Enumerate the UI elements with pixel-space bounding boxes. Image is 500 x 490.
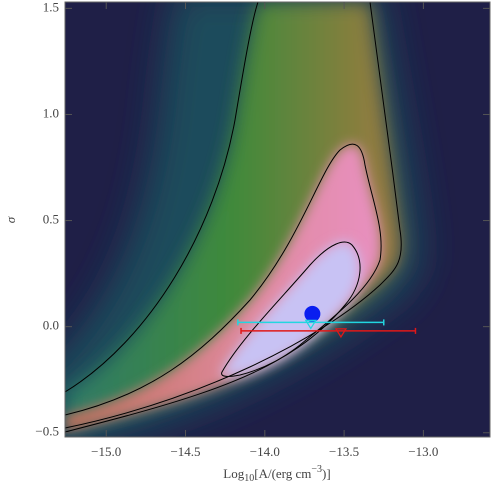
x-tick-label: −13.5 xyxy=(329,444,359,459)
x-label-part: )] xyxy=(322,466,331,481)
y-tick-label: 1.0 xyxy=(43,105,59,120)
x-tick-label: −13.0 xyxy=(408,444,438,459)
density-field xyxy=(65,2,421,437)
x-label-part: [A/(erg cm xyxy=(254,466,311,481)
point xyxy=(304,319,317,330)
x-label-part: Log xyxy=(223,466,244,481)
plot-frame xyxy=(64,1,491,438)
peak xyxy=(221,242,361,377)
y-axis-label: σ xyxy=(3,216,18,223)
x-label-sub: 10 xyxy=(244,473,254,484)
contour xyxy=(65,2,259,393)
x-label-sup: −3 xyxy=(311,464,322,475)
y-tick-label: 1.5 xyxy=(43,0,59,14)
contour xyxy=(221,241,361,377)
y-tick-label: 0.0 xyxy=(43,318,59,333)
point xyxy=(334,328,348,339)
y-tick-label: 0.5 xyxy=(43,212,59,227)
x-tick-label: −15.0 xyxy=(91,444,121,459)
y-tick-label: −0.5 xyxy=(35,424,59,439)
x-axis-label: Log10[A/(erg cm−3)] xyxy=(223,464,330,484)
contour xyxy=(65,2,402,429)
point xyxy=(304,305,321,322)
x-tick-label: −14.0 xyxy=(250,444,280,459)
x-tick-label: −14.5 xyxy=(170,444,200,459)
